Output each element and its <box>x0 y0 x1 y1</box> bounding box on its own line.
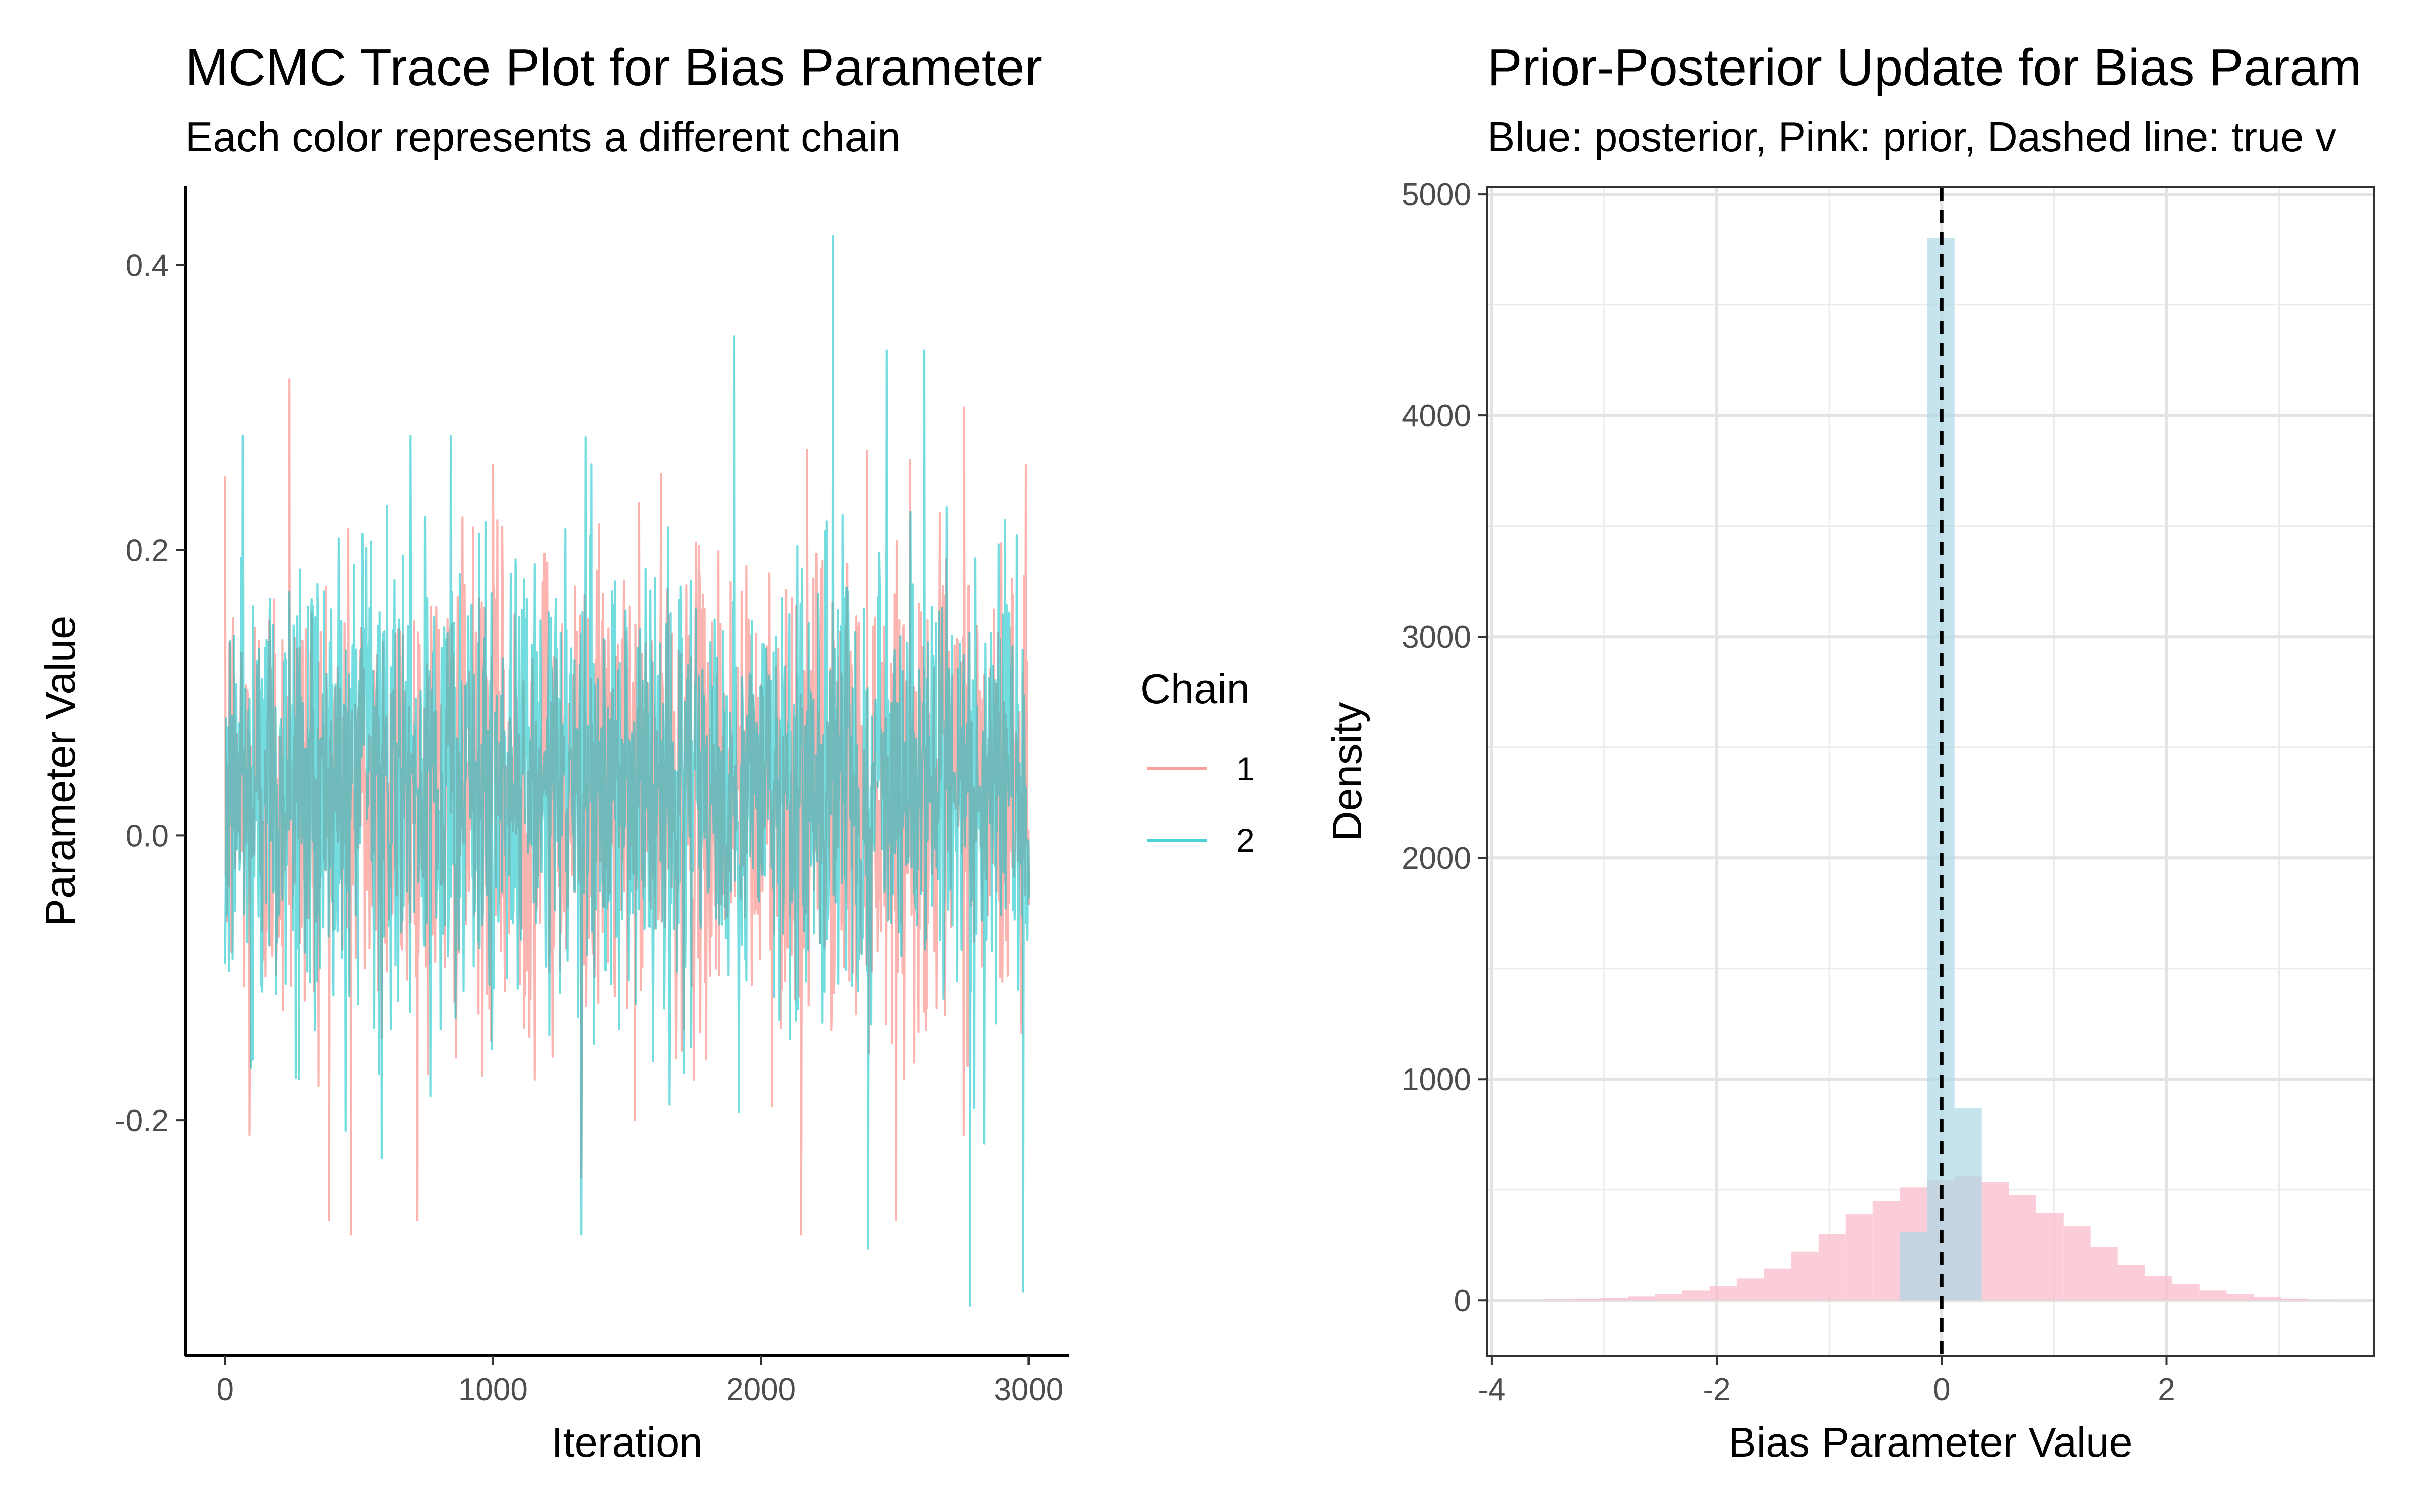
trace-plot-panel: 0 1000 2000 3000 -0.2 0.0 0.2 0.4 Iteration Param… <box>37 186 1255 1466</box>
y-tick-label: 5000 <box>1402 177 1471 212</box>
y-tick-label: 2000 <box>1402 841 1471 876</box>
density-chart-title: Prior-Posterior Update for Bias Param <box>1487 38 2362 96</box>
y-tick-label: 0.0 <box>126 818 169 853</box>
prior-bar <box>2254 1297 2281 1301</box>
x-tick-label: 3000 <box>994 1372 1063 1407</box>
x-tick-label: -4 <box>1478 1372 1505 1407</box>
y-axis-title: Parameter Value <box>37 616 84 927</box>
trace-chart-subtitle: Each color represents a different chain <box>185 113 901 160</box>
prior-bar <box>1546 1299 1574 1301</box>
prior-bar <box>1627 1296 1655 1301</box>
legend-label-chain-2: 2 <box>1236 822 1255 859</box>
y-tick-label: 0.2 <box>126 533 169 568</box>
legend-label-chain-1: 1 <box>1236 750 1255 787</box>
y-tick-label: 3000 <box>1402 620 1471 655</box>
prior-bar <box>2226 1294 2254 1301</box>
y-tick-label: -0.2 <box>115 1104 169 1139</box>
prior-bar <box>1791 1251 1819 1301</box>
x-tick-label: 2 <box>2158 1372 2175 1407</box>
trace-chart-title: MCMC Trace Plot for Bias Parameter <box>185 38 1042 96</box>
prior-bar <box>2199 1290 2227 1301</box>
y-tick-label: 0 <box>1454 1284 1471 1318</box>
prior-bar <box>1818 1234 1846 1301</box>
y-tick-label: 0.4 <box>126 248 169 283</box>
y-tick-label: 4000 <box>1402 399 1471 433</box>
prior-bar <box>1764 1268 1791 1301</box>
y-tick-label: 1000 <box>1402 1062 1471 1097</box>
prior-bar <box>2090 1247 2118 1301</box>
trace-line-chain-2 <box>224 235 1030 1307</box>
prior-bar <box>2009 1195 2036 1301</box>
prior-bar <box>2036 1213 2064 1301</box>
posterior-bar <box>1954 1108 1982 1301</box>
x-axis-title: Bias Parameter Value <box>1728 1419 2132 1466</box>
x-axis-title: Iteration <box>552 1419 703 1466</box>
prior-bar <box>2145 1276 2172 1301</box>
prior-bar <box>1655 1294 1682 1301</box>
prior-bar <box>2118 1265 2145 1301</box>
x-tick-label: 0 <box>216 1372 233 1407</box>
x-tick-label: 0 <box>1933 1372 1950 1407</box>
x-tick-label: 2000 <box>726 1372 796 1407</box>
prior-bar <box>1845 1214 1873 1301</box>
prior-bar <box>1872 1201 1900 1301</box>
density-chart-subtitle: Blue: posterior, Pink: prior, Dashed lin… <box>1487 113 2336 160</box>
x-tick-label: 1000 <box>458 1372 528 1407</box>
density-plot-panel: -4 -2 0 2 0 1000 2000 3000 4000 5000 Bias Paramete… <box>1323 177 2375 1466</box>
prior-bar <box>1709 1286 1737 1301</box>
prior-bar <box>1682 1290 1710 1301</box>
y-axis-title: Density <box>1323 702 1370 841</box>
panel-border <box>1486 186 2375 1357</box>
prior-bar <box>1981 1182 2009 1301</box>
prior-bar <box>1736 1278 1764 1301</box>
prior-bar <box>1600 1297 1628 1301</box>
prior-bar <box>2281 1298 2309 1301</box>
prior-bar <box>2063 1226 2091 1301</box>
prior-bar <box>2172 1284 2200 1301</box>
legend-title: Chain <box>1140 665 1250 712</box>
prior-bar <box>1573 1298 1601 1301</box>
posterior-bar <box>1900 1232 1927 1301</box>
x-tick-label: -2 <box>1703 1372 1731 1407</box>
